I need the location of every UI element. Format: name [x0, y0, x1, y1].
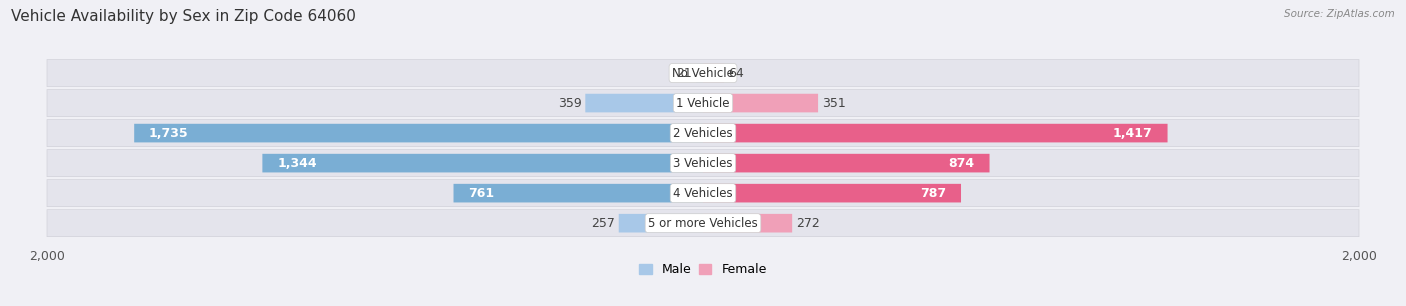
FancyBboxPatch shape	[46, 59, 1360, 87]
Text: Source: ZipAtlas.com: Source: ZipAtlas.com	[1284, 9, 1395, 19]
Text: 272: 272	[796, 217, 820, 230]
FancyBboxPatch shape	[46, 209, 1360, 237]
Text: 257: 257	[591, 217, 614, 230]
Text: 761: 761	[468, 187, 495, 200]
Text: 64: 64	[728, 66, 744, 80]
FancyBboxPatch shape	[703, 124, 1167, 142]
FancyBboxPatch shape	[48, 180, 1358, 206]
FancyBboxPatch shape	[703, 94, 818, 112]
Text: 2 Vehicles: 2 Vehicles	[673, 127, 733, 140]
Text: 359: 359	[558, 97, 581, 110]
FancyBboxPatch shape	[619, 214, 703, 233]
FancyBboxPatch shape	[454, 184, 703, 203]
Text: 1 Vehicle: 1 Vehicle	[676, 97, 730, 110]
Legend: Male, Female: Male, Female	[634, 258, 772, 281]
FancyBboxPatch shape	[46, 179, 1360, 207]
Text: 351: 351	[823, 97, 846, 110]
FancyBboxPatch shape	[48, 210, 1358, 237]
Text: 1,344: 1,344	[277, 157, 316, 170]
FancyBboxPatch shape	[46, 89, 1360, 117]
FancyBboxPatch shape	[46, 119, 1360, 147]
FancyBboxPatch shape	[263, 154, 703, 173]
FancyBboxPatch shape	[46, 149, 1360, 177]
FancyBboxPatch shape	[134, 124, 703, 142]
Text: 874: 874	[949, 157, 974, 170]
FancyBboxPatch shape	[48, 90, 1358, 116]
Text: 1,735: 1,735	[149, 127, 188, 140]
Text: Vehicle Availability by Sex in Zip Code 64060: Vehicle Availability by Sex in Zip Code …	[11, 9, 356, 24]
Text: 1,417: 1,417	[1114, 127, 1153, 140]
FancyBboxPatch shape	[703, 64, 724, 82]
FancyBboxPatch shape	[585, 94, 703, 112]
FancyBboxPatch shape	[696, 64, 703, 82]
FancyBboxPatch shape	[48, 150, 1358, 176]
Text: 787: 787	[920, 187, 946, 200]
FancyBboxPatch shape	[48, 120, 1358, 146]
FancyBboxPatch shape	[48, 60, 1358, 86]
Text: 4 Vehicles: 4 Vehicles	[673, 187, 733, 200]
FancyBboxPatch shape	[703, 214, 792, 233]
Text: No Vehicle: No Vehicle	[672, 66, 734, 80]
Text: 21: 21	[676, 66, 692, 80]
Text: 5 or more Vehicles: 5 or more Vehicles	[648, 217, 758, 230]
Text: 3 Vehicles: 3 Vehicles	[673, 157, 733, 170]
FancyBboxPatch shape	[703, 184, 962, 203]
FancyBboxPatch shape	[703, 154, 990, 173]
